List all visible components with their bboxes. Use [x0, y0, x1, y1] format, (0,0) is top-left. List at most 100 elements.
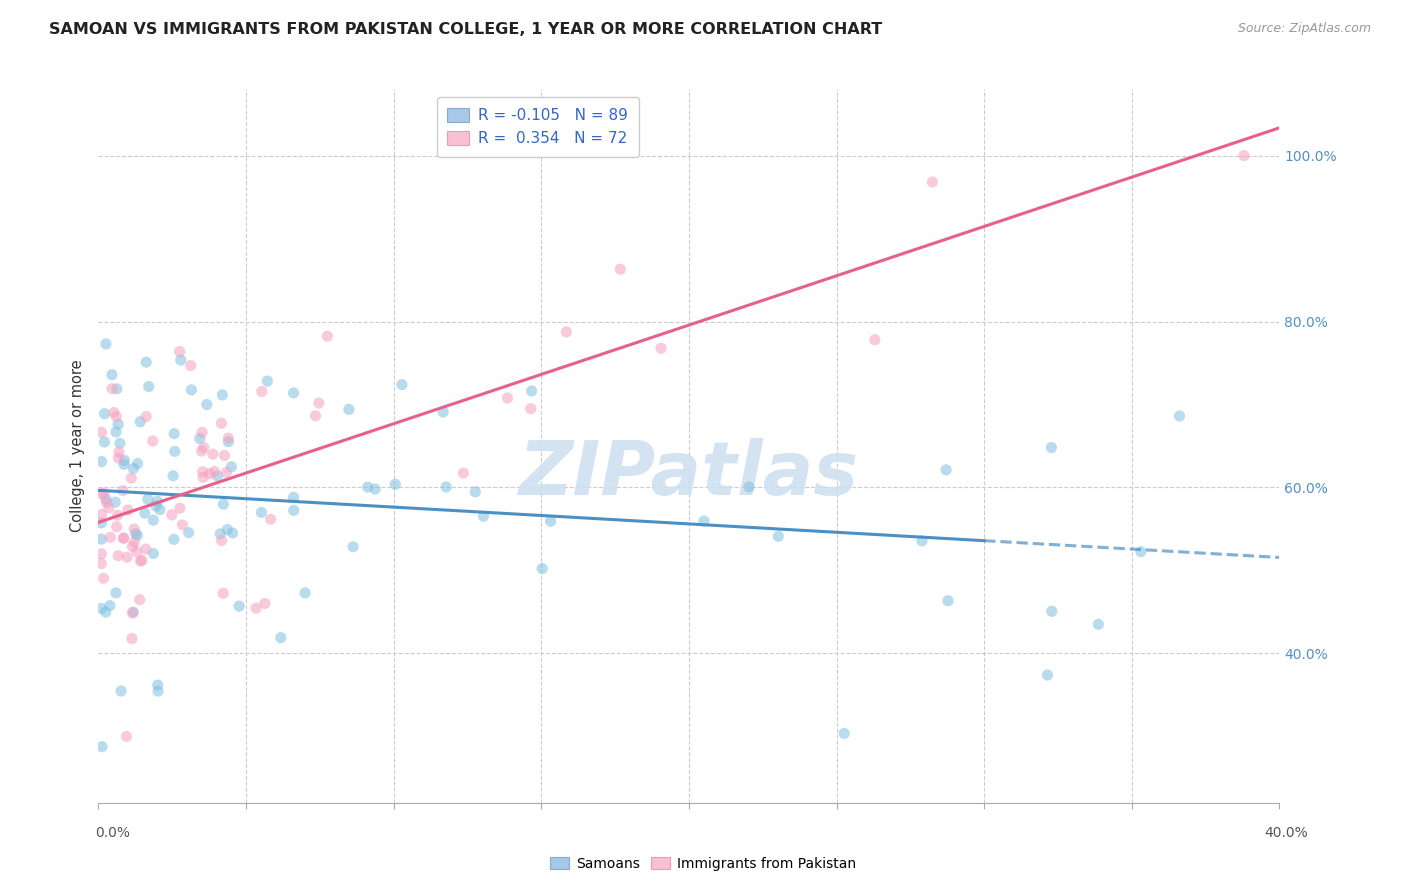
Legend: Samoans, Immigrants from Pakistan: Samoans, Immigrants from Pakistan	[544, 851, 862, 876]
Point	[101, 382, 124, 396]
Point	[935, 463, 957, 477]
Point	[112, 532, 135, 546]
Point	[107, 417, 129, 432]
Point	[129, 554, 152, 568]
Point	[207, 469, 229, 483]
Point	[1168, 409, 1191, 423]
Point	[270, 631, 292, 645]
Point	[180, 359, 202, 373]
Point	[117, 503, 139, 517]
Point	[921, 175, 943, 189]
Point	[169, 501, 191, 516]
Point	[142, 513, 165, 527]
Point	[142, 434, 165, 448]
Point	[198, 467, 221, 481]
Point	[357, 480, 380, 494]
Point	[110, 684, 132, 698]
Text: SAMOAN VS IMMIGRANTS FROM PAKISTAN COLLEGE, 1 YEAR OR MORE CORRELATION CHART: SAMOAN VS IMMIGRANTS FROM PAKISTAN COLLE…	[49, 22, 883, 37]
Point	[308, 396, 330, 410]
Point	[190, 444, 212, 458]
Point	[693, 514, 716, 528]
Point	[142, 546, 165, 560]
Text: 0.0%: 0.0%	[96, 826, 131, 839]
Point	[221, 459, 243, 474]
Point	[90, 516, 112, 530]
Point	[115, 550, 138, 565]
Point	[120, 471, 142, 485]
Point	[146, 684, 169, 698]
Point	[94, 337, 117, 351]
Y-axis label: College, 1 year or more: College, 1 year or more	[70, 359, 86, 533]
Point	[464, 484, 486, 499]
Point	[555, 325, 578, 339]
Point	[283, 490, 305, 504]
Text: 40.0%: 40.0%	[1264, 826, 1308, 839]
Point	[169, 344, 191, 359]
Point	[472, 509, 495, 524]
Point	[105, 382, 128, 396]
Point	[112, 531, 135, 545]
Point	[250, 505, 273, 519]
Point	[364, 482, 387, 496]
Point	[1129, 544, 1152, 558]
Point	[90, 601, 112, 615]
Point	[121, 606, 143, 620]
Point	[215, 465, 238, 479]
Point	[1040, 604, 1063, 618]
Point	[90, 508, 112, 522]
Point	[127, 528, 149, 542]
Point	[211, 416, 233, 430]
Point	[212, 586, 235, 600]
Point	[91, 739, 114, 754]
Point	[911, 533, 934, 548]
Point	[145, 499, 167, 513]
Point	[90, 425, 112, 440]
Point	[122, 522, 145, 536]
Point	[98, 530, 121, 544]
Point	[337, 402, 360, 417]
Point	[105, 409, 128, 424]
Point	[146, 494, 169, 508]
Point	[101, 368, 124, 382]
Point	[177, 525, 200, 540]
Point	[936, 593, 959, 607]
Point	[103, 405, 125, 419]
Point	[283, 385, 305, 400]
Point	[1040, 441, 1063, 455]
Point	[195, 398, 218, 412]
Point	[105, 425, 128, 439]
Point	[228, 599, 250, 614]
Point	[131, 553, 153, 567]
Point	[217, 523, 239, 537]
Point	[90, 487, 112, 501]
Point	[496, 391, 519, 405]
Point	[98, 599, 121, 613]
Point	[609, 262, 631, 277]
Point	[96, 495, 118, 509]
Point	[127, 457, 149, 471]
Point	[245, 601, 267, 615]
Point	[124, 526, 146, 541]
Point	[253, 597, 276, 611]
Point	[162, 468, 184, 483]
Point	[259, 512, 281, 526]
Point	[209, 526, 232, 541]
Legend: R = -0.105   N = 89, R =  0.354   N = 72: R = -0.105 N = 89, R = 0.354 N = 72	[437, 97, 638, 157]
Point	[135, 542, 157, 557]
Point	[124, 535, 146, 549]
Point	[93, 407, 115, 421]
Point	[520, 384, 543, 398]
Point	[135, 355, 157, 369]
Point	[211, 388, 233, 402]
Point	[136, 491, 159, 506]
Point	[188, 432, 211, 446]
Point	[134, 506, 156, 520]
Point	[217, 434, 239, 449]
Point	[107, 451, 129, 466]
Point	[129, 415, 152, 429]
Point	[149, 502, 172, 516]
Point	[115, 730, 138, 744]
Point	[193, 441, 215, 455]
Point	[191, 425, 214, 440]
Point	[768, 529, 790, 543]
